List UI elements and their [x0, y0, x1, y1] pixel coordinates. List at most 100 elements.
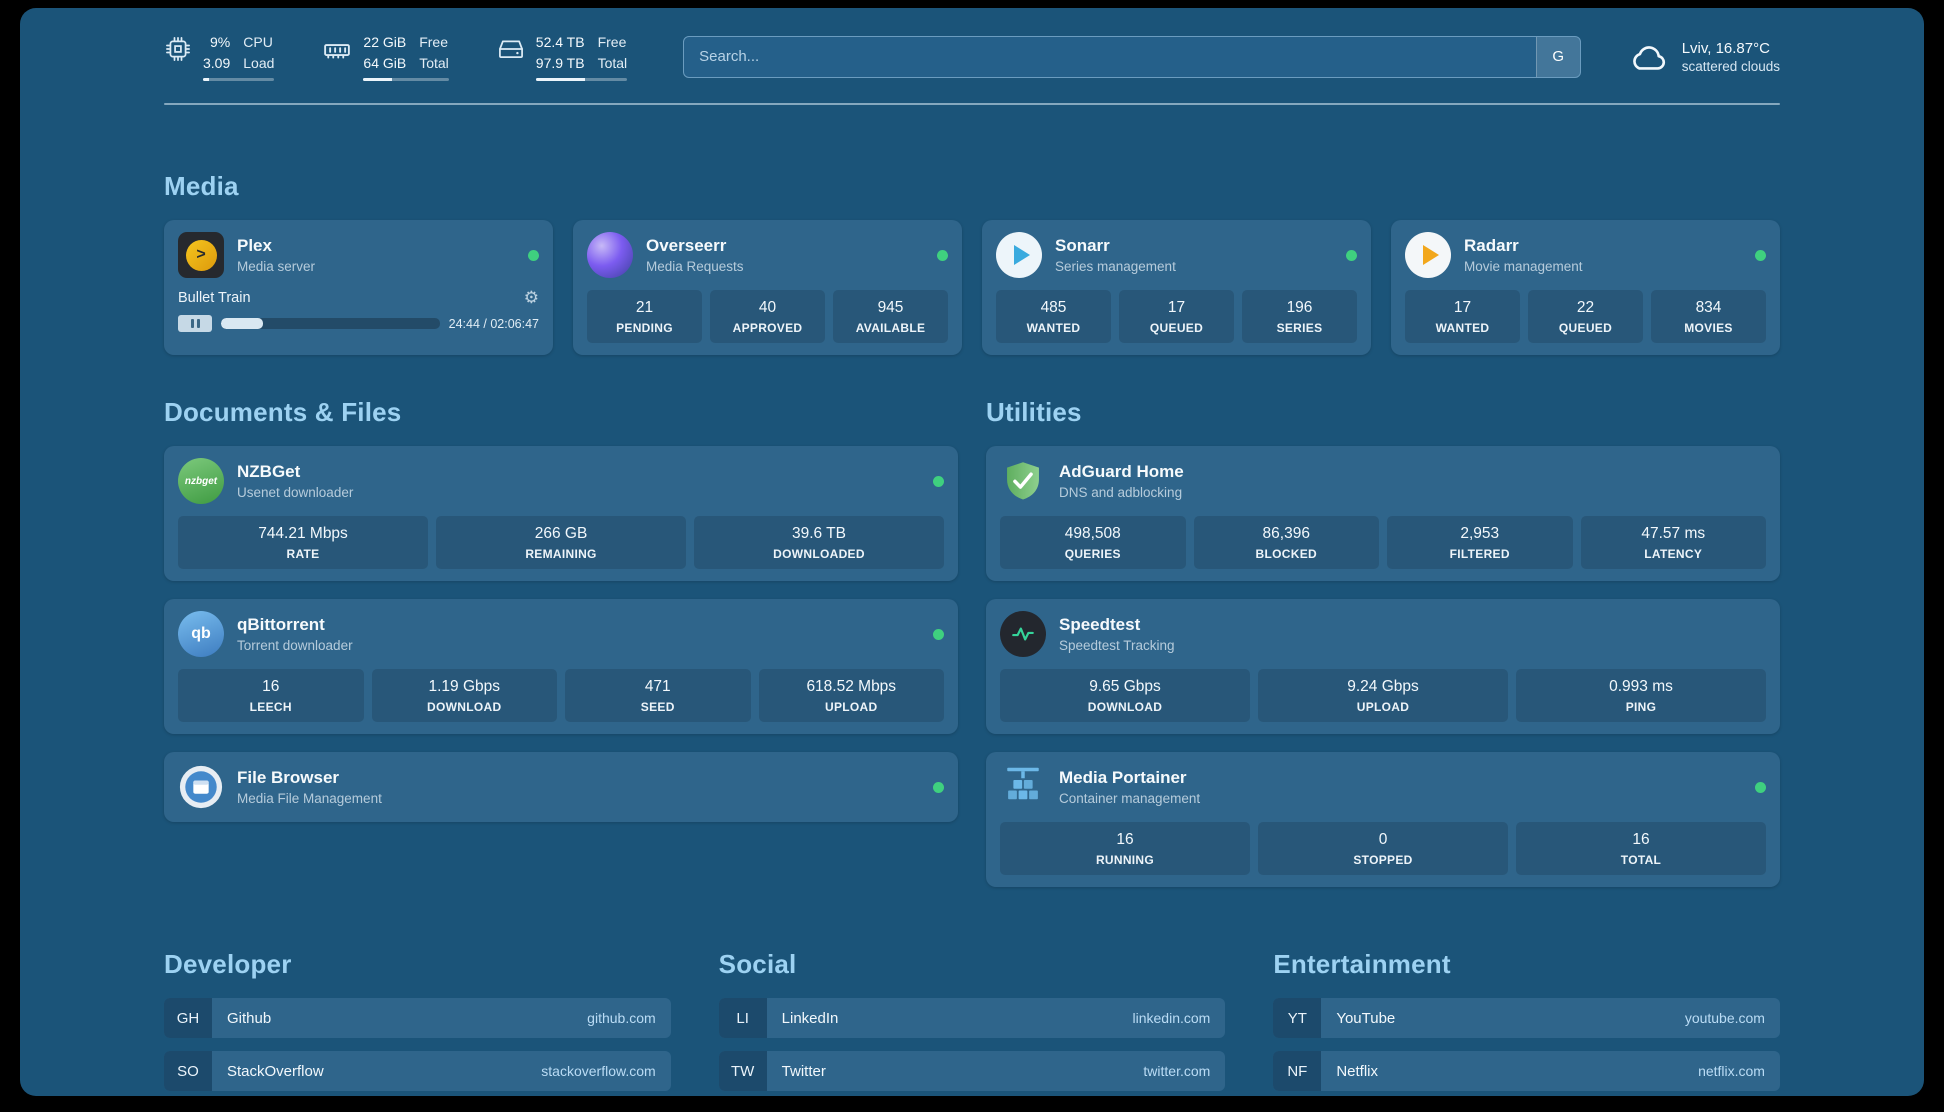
search-input[interactable]: [684, 36, 1536, 77]
bookmark-name: YouTube: [1336, 1009, 1396, 1027]
stat-label: REMAINING: [525, 547, 597, 561]
stat-value: 196: [1286, 299, 1313, 316]
filebrowser-icon: [178, 764, 224, 810]
stat-value: 744.21 Mbps: [258, 525, 348, 542]
topbar-divider: [164, 103, 1780, 105]
bookmark-github[interactable]: GH Github github.com: [164, 998, 671, 1038]
cpu-usage-bar: [203, 78, 275, 81]
playback-progress-bar[interactable]: [221, 318, 440, 329]
stat-label: PING: [1625, 700, 1657, 714]
service-title: Plex: [237, 236, 272, 255]
service-card-sonarr[interactable]: Sonarr Series management 485 WANTED 17 Q…: [982, 220, 1371, 355]
stat-value: 40: [758, 299, 777, 316]
bookmark-name: Netflix: [1336, 1062, 1379, 1080]
service-card-overseerr[interactable]: Overseerr Media Requests 21 PENDING 40 A…: [573, 220, 962, 355]
section-title-social: Social: [718, 949, 797, 979]
service-title: File Browser: [237, 768, 340, 787]
bookmark-youtube[interactable]: YT YouTube youtube.com: [1273, 998, 1780, 1038]
weather-condition: scattered clouds: [1681, 58, 1780, 74]
disk-widget: 52.4 TB Free 97.9 TB Total: [497, 32, 628, 81]
memory-total-label: Total: [419, 55, 449, 71]
service-card-filebrowser[interactable]: File Browser Media File Management: [164, 752, 958, 822]
bookmark-abbr: TW: [718, 1051, 767, 1091]
bookmark-group-developer: Developer GH Github github.com SO StackO…: [164, 949, 671, 1096]
bookmark-url: youtube.com: [1684, 1010, 1765, 1026]
service-card-speedtest[interactable]: Speedtest Speedtest Tracking 9.65 Gbps D…: [986, 599, 1780, 734]
stat-value: 39.6 TB: [791, 525, 846, 542]
memory-free-value: 22 GiB: [363, 34, 407, 50]
service-subtitle: Media File Management: [237, 791, 382, 806]
stat-label: WANTED: [1435, 321, 1490, 335]
gear-icon[interactable]: ⚙: [523, 288, 539, 307]
stat: 834 MOVIES: [1651, 290, 1766, 343]
service-subtitle: DNS and adblocking: [1059, 485, 1183, 500]
status-dot: [937, 249, 948, 261]
topbar: 9% CPU 3.09 Load 22 GiB Free 64 GiB Tota…: [164, 32, 1780, 81]
bookmark-stackoverflow[interactable]: SO StackOverflow stackoverflow.com: [164, 1051, 671, 1091]
stat: 16 TOTAL: [1516, 822, 1766, 875]
stat: 16 LEECH: [178, 669, 364, 722]
stat: 945 AVAILABLE: [833, 290, 948, 343]
stat-label: PENDING: [616, 321, 673, 335]
bookmark-abbr: LI: [718, 998, 767, 1038]
service-subtitle: Usenet downloader: [237, 485, 354, 500]
disk-free-value: 52.4 TB: [535, 34, 585, 50]
cpu-load-label: Load: [243, 55, 275, 71]
stat-value: 16: [262, 678, 280, 695]
bookmark-group-entertainment: Entertainment YT YouTube youtube.com NF …: [1273, 949, 1780, 1096]
bookmark-name: StackOverflow: [227, 1062, 324, 1080]
stat-label: LEECH: [249, 700, 292, 714]
bookmark-linkedin[interactable]: LI LinkedIn linkedin.com: [718, 998, 1226, 1038]
disk-total-value: 97.9 TB: [535, 55, 585, 71]
search-provider-button[interactable]: G: [1535, 36, 1580, 77]
service-card-portainer[interactable]: Media Portainer Container management 16 …: [986, 752, 1780, 887]
memory-free-label: Free: [419, 34, 449, 50]
stat-label: QUEUED: [1558, 321, 1613, 335]
ram-icon: [322, 35, 352, 70]
bookmark-twitter[interactable]: TW Twitter twitter.com: [718, 1051, 1226, 1091]
service-title: Media Portainer: [1059, 768, 1187, 787]
stat-value: 9.24 Gbps: [1347, 678, 1419, 695]
service-title: Overseerr: [646, 236, 727, 255]
stat: 196 SERIES: [1242, 290, 1357, 343]
service-subtitle: Container management: [1059, 791, 1201, 806]
bookmark-abbr: NF: [1273, 1051, 1322, 1091]
service-card-radarr[interactable]: Radarr Movie management 17 WANTED 22 QUE…: [1391, 220, 1780, 355]
service-card-plex[interactable]: > Plex Media server Bullet Train ⚙ 24:44…: [164, 220, 553, 355]
status-dot: [1755, 249, 1766, 261]
stat-value: 945: [877, 299, 904, 316]
stat: 47.57 ms LATENCY: [1580, 516, 1766, 569]
stat: 21 PENDING: [587, 290, 702, 343]
stat: 9.65 Gbps DOWNLOAD: [1000, 669, 1250, 722]
section-documents: Documents & Files nzbget NZBGet Usenet d…: [164, 397, 958, 887]
service-card-qbittorrent[interactable]: qb qBittorrent Torrent downloader 16 LEE…: [164, 599, 958, 734]
cpu-usage-value: 9%: [210, 34, 231, 50]
service-title: Sonarr: [1055, 236, 1110, 255]
dashboard: 9% CPU 3.09 Load 22 GiB Free 64 GiB Tota…: [20, 8, 1924, 1096]
service-title: NZBGet: [237, 462, 301, 481]
qbittorrent-icon: qb: [178, 611, 224, 657]
stat: 0.993 ms PING: [1516, 669, 1766, 722]
stat-label: DOWNLOADED: [773, 547, 865, 561]
bookmark-netflix[interactable]: NF Netflix netflix.com: [1273, 1051, 1780, 1091]
bookmark-abbr: YT: [1273, 998, 1322, 1038]
plex-icon: >: [178, 232, 224, 278]
stat-label: UPLOAD: [1356, 700, 1410, 714]
stat: 0 STOPPED: [1258, 822, 1508, 875]
bookmark-abbr: SO: [164, 1051, 212, 1091]
memory-total-value: 64 GiB: [363, 55, 407, 71]
stat-value: 16: [1632, 831, 1650, 848]
stat-label: RUNNING: [1095, 853, 1155, 867]
stat-value: 16: [1116, 831, 1134, 848]
service-card-nzbget[interactable]: nzbget NZBGet Usenet downloader 744.21 M…: [164, 446, 958, 581]
pause-button[interactable]: [178, 315, 212, 332]
disk-usage-bar: [535, 78, 628, 81]
bookmark-name: LinkedIn: [781, 1009, 839, 1027]
stat-value: 47.57 ms: [1641, 525, 1706, 542]
section-utilities: Utilities AdGuard Home DNS and adblockin…: [986, 397, 1780, 887]
stat-value: 22: [1576, 299, 1595, 316]
service-card-adguard[interactable]: AdGuard Home DNS and adblocking 498,508 …: [986, 446, 1780, 581]
stat-label: SERIES: [1276, 321, 1323, 335]
service-title: Speedtest: [1059, 615, 1141, 634]
stat-value: 0: [1378, 831, 1388, 848]
